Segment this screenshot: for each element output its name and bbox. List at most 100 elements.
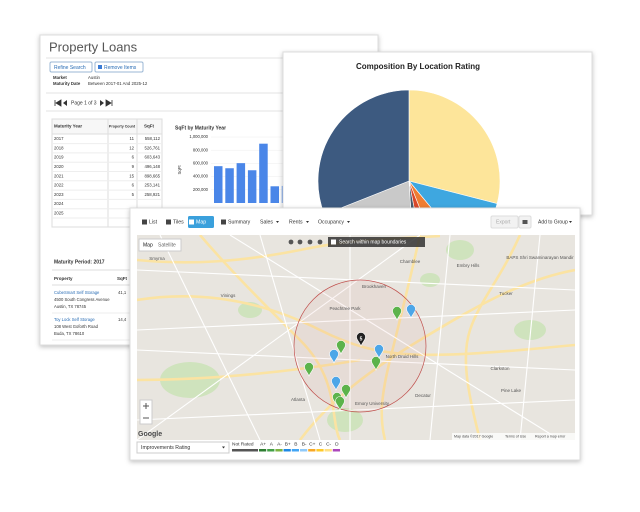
search-toggle[interactable] — [328, 237, 425, 247]
place-label: BAPS Shri Swaminarayan Mandir — [506, 255, 574, 260]
table-cell: 2021 — [54, 173, 64, 178]
highway — [199, 235, 342, 440]
table-cell: 258,921 — [144, 192, 160, 197]
caret — [222, 446, 225, 449]
y-axis-label: SqFt — [177, 165, 182, 175]
legend-label: D — [335, 441, 339, 447]
view-tab[interactable]: List — [149, 219, 158, 225]
legend-label: B — [294, 441, 297, 447]
table-cell: 11 — [130, 136, 135, 141]
legend-swatch — [259, 449, 267, 452]
legend-label: C — [319, 441, 323, 447]
legend-label: B- — [302, 441, 307, 447]
dropdown-menu[interactable]: Occupancy — [318, 219, 344, 225]
pie-slice — [408, 180, 423, 215]
dropdown-menu[interactable]: Sales — [260, 219, 273, 225]
place-label: Emory University — [355, 401, 390, 406]
y-tick-label: 600,000 — [193, 161, 209, 166]
pie-slice — [324, 180, 412, 215]
view-tab[interactable]: Summary — [228, 219, 251, 225]
filter-value: Between 2017-01 And 2025-12 — [88, 81, 148, 86]
map-tool-icon[interactable] — [317, 239, 323, 245]
window-content: Property Loans Refine Search Remove Items M… — [46, 39, 372, 341]
export-button: Export — [496, 219, 511, 225]
map-type-button[interactable]: Satellite — [158, 242, 176, 248]
column-header: SqFt — [117, 276, 127, 281]
road — [229, 235, 561, 440]
view-tab[interactable]: Map — [196, 219, 206, 225]
view-tab[interactable]: Tiles — [173, 219, 184, 225]
button-label: Refine Search — [54, 65, 86, 71]
map-marker[interactable] — [374, 344, 384, 359]
map-marker[interactable] — [371, 356, 381, 371]
map-marker[interactable] — [335, 396, 345, 411]
button-label: Remove Items — [104, 65, 137, 71]
active-tab — [188, 216, 214, 228]
place-label: Embry Hills — [457, 263, 481, 268]
map-marker[interactable] — [304, 362, 314, 377]
road — [137, 349, 575, 371]
pie-slice — [408, 180, 498, 215]
button[interactable] — [49, 61, 93, 73]
table-cell: 2023 — [54, 192, 64, 197]
road — [429, 235, 451, 440]
next-page-icon[interactable] — [100, 100, 104, 106]
chart-title: Composition By Location Rating — [356, 62, 480, 71]
dropdown-menu[interactable]: Rents — [289, 219, 303, 225]
column-header: Maturity Year — [54, 124, 82, 129]
property-address: Buda, TX 78610 — [54, 331, 85, 336]
tab-icon — [166, 219, 171, 225]
legend-swatch — [267, 449, 275, 452]
table-cell: 2019 — [54, 155, 64, 160]
legend-swatch — [324, 449, 332, 452]
window-content: Composition By Location Rating — [317, 62, 501, 215]
table-cell: 9 — [132, 164, 135, 169]
print-icon — [522, 220, 528, 224]
map-marker[interactable] — [356, 332, 366, 347]
property-sqft: 41,1 — [118, 290, 127, 295]
last-page-icon[interactable] — [105, 99, 113, 107]
rating-select[interactable] — [136, 441, 230, 454]
map-tool-icon[interactable] — [307, 239, 313, 245]
place-label: Pine Lake — [501, 388, 522, 393]
map-tool-icon[interactable] — [288, 239, 294, 245]
table-cell: 12 — [129, 145, 134, 150]
section-title: Maturity Period: 2017 — [54, 259, 105, 265]
map-marker[interactable] — [341, 384, 351, 399]
map-marker[interactable] — [392, 306, 402, 321]
button[interactable] — [94, 61, 144, 73]
road — [519, 235, 541, 440]
highway — [298, 268, 575, 440]
search-toggle-label: Search within map boundaries — [339, 239, 407, 245]
highway — [464, 235, 522, 440]
table-cell: 6 — [132, 183, 135, 188]
map-marker[interactable] — [331, 376, 341, 391]
legend-swatch — [332, 449, 340, 452]
property-address: 4500 South Congress Avenue — [54, 297, 110, 302]
pie-slice — [317, 89, 410, 215]
map-marker[interactable] — [336, 340, 346, 355]
first-page-icon[interactable] — [54, 99, 62, 107]
highway — [137, 358, 361, 382]
caret — [569, 221, 572, 223]
map-type-bar — [138, 238, 182, 252]
map-type-button[interactable]: Map — [143, 242, 153, 248]
table-cell: 2018 — [54, 145, 64, 150]
legend-swatch — [283, 449, 291, 452]
legend-label: C+ — [309, 441, 315, 447]
prev-page-icon[interactable] — [63, 100, 67, 106]
map-marker[interactable] — [406, 304, 416, 319]
add-to-group-button[interactable]: Add to Group — [538, 219, 568, 225]
button[interactable] — [490, 215, 519, 229]
bar — [236, 163, 246, 203]
table-cell: 496,148 — [144, 164, 160, 169]
property-address: 108 West Goforth Road — [54, 324, 99, 329]
legend-label: C- — [326, 441, 331, 447]
map-marker[interactable] — [329, 349, 339, 364]
highway — [137, 295, 575, 357]
column-header: Property — [54, 276, 73, 281]
place-label: Brookhaven — [362, 284, 387, 289]
table-cell: 2022 — [54, 183, 64, 188]
map-tool-icon[interactable] — [297, 239, 303, 245]
road — [137, 309, 575, 331]
